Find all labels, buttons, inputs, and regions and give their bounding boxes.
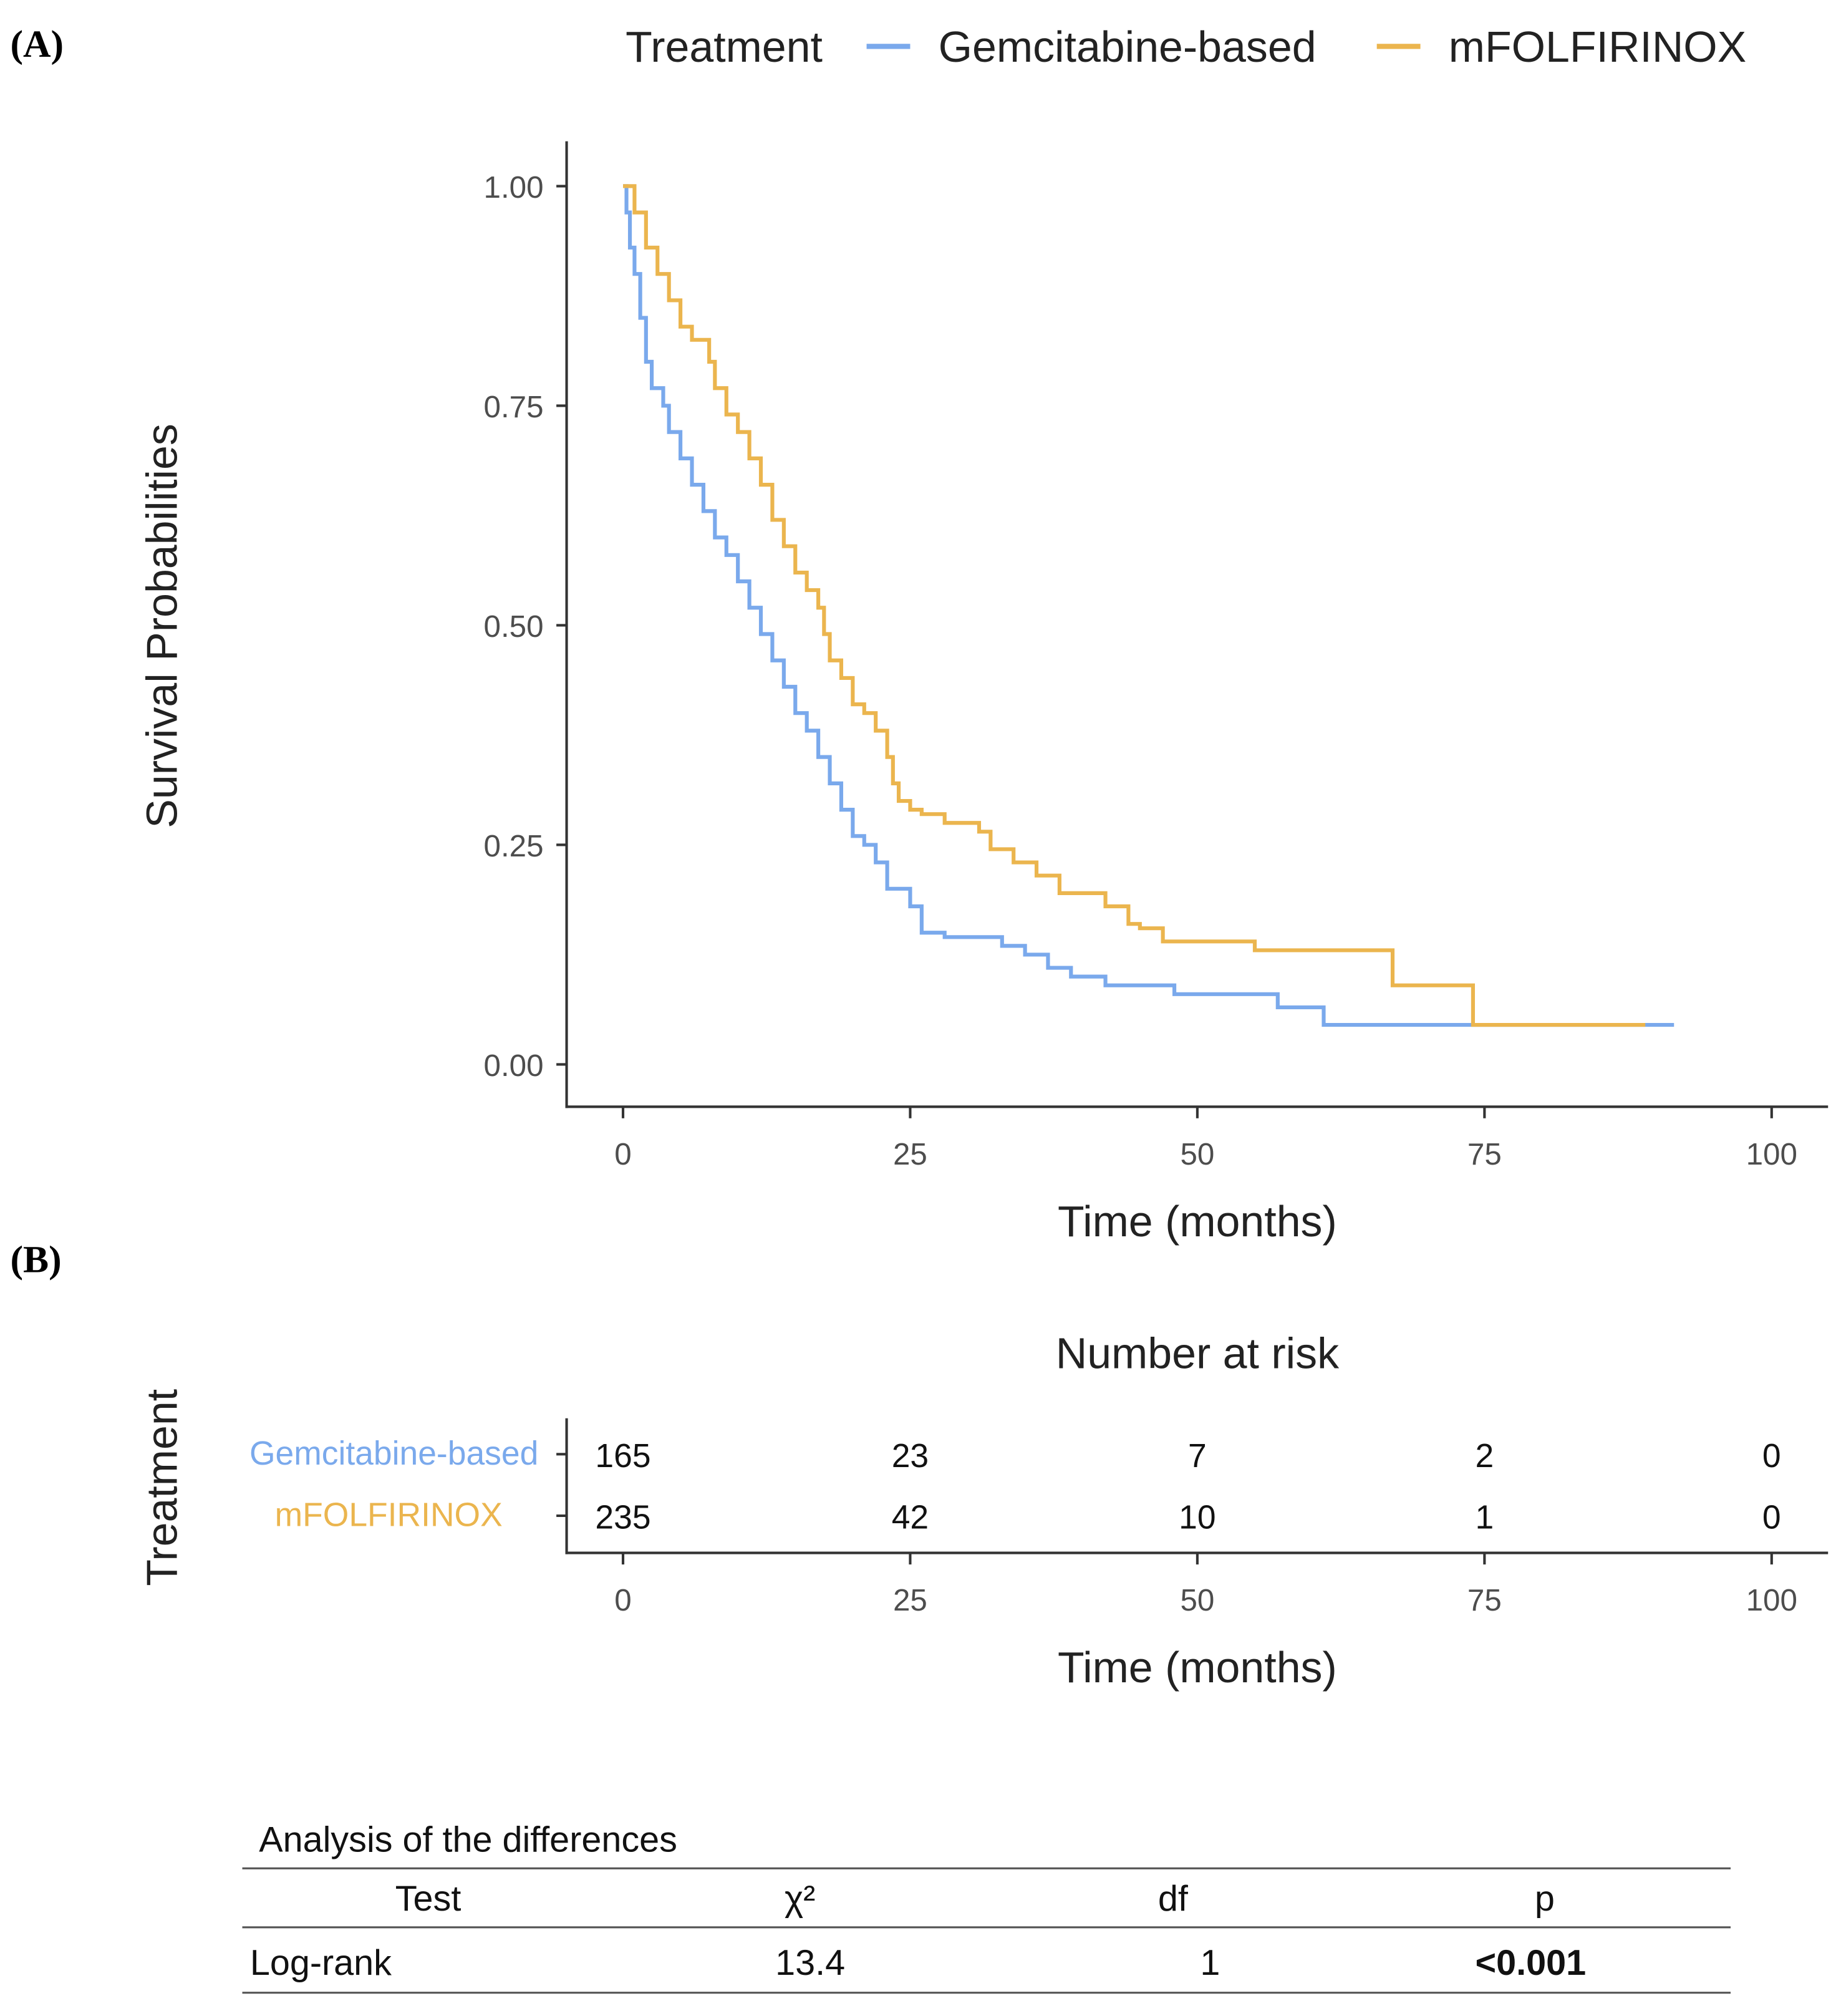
legend: Treatment Gemcitabine-based mFOLFIRINOX xyxy=(626,22,1746,71)
legend-title: Treatment xyxy=(626,22,823,71)
risk-value: 235 xyxy=(595,1500,650,1536)
x-tick-label: 75 xyxy=(1467,1137,1502,1171)
x-axis-label: Time (months) xyxy=(1058,1197,1337,1246)
legend-label-mfolfirinox: mFOLFIRINOX xyxy=(1449,22,1747,71)
risk-value: 0 xyxy=(1762,1438,1781,1475)
risk-value: 165 xyxy=(595,1438,650,1475)
risk-value: 0 xyxy=(1762,1500,1781,1536)
risk-table-y-label: Treatment xyxy=(138,1389,186,1586)
header-p: p xyxy=(1535,1879,1555,1919)
cell-chi2: 13.4 xyxy=(775,1943,845,1983)
risk-value: 7 xyxy=(1188,1438,1207,1475)
header-df: df xyxy=(1158,1879,1189,1919)
y-axis-label: Survival Probabilities xyxy=(138,424,186,828)
x-tick-label: 50 xyxy=(1180,1137,1214,1171)
risk-value: 23 xyxy=(892,1438,929,1475)
y-tick-label: 0.50 xyxy=(484,609,544,644)
risk-table: Number at risk Treatment Gemcitabine-bas… xyxy=(138,1329,1829,1692)
panel-label-a: (A) xyxy=(10,23,64,65)
risk-row-label-mfolfirinox: mFOLFIRINOX xyxy=(275,1496,503,1533)
analysis-table: Analysis of the differences Test χ² df p… xyxy=(242,1820,1731,1994)
cell-df: 1 xyxy=(1200,1943,1220,1983)
risk-x-tick-label: 0 xyxy=(614,1583,631,1617)
header-test: Test xyxy=(395,1879,462,1919)
header-chi2: χ² xyxy=(785,1879,815,1919)
risk-value: 2 xyxy=(1475,1438,1494,1475)
y-tick-label: 0.00 xyxy=(484,1049,544,1083)
x-tick-label: 100 xyxy=(1746,1137,1797,1171)
km-curve-gemcitabine xyxy=(622,184,1674,1027)
cell-test: Log-rank xyxy=(250,1943,392,1983)
legend-label-gemcitabine: Gemcitabine-based xyxy=(939,22,1317,71)
analysis-title: Analysis of the differences xyxy=(259,1820,677,1860)
y-tick-label: 1.00 xyxy=(484,170,544,205)
panel-label-b: (B) xyxy=(10,1238,61,1281)
risk-value: 1 xyxy=(1475,1500,1494,1536)
risk-value: 10 xyxy=(1179,1500,1215,1536)
risk-table-title: Number at risk xyxy=(1056,1329,1340,1378)
risk-x-axis-label: Time (months) xyxy=(1058,1643,1337,1692)
risk-x-tick-label: 75 xyxy=(1467,1583,1502,1617)
km-plot: 0.00 0.25 0.50 0.75 1.00 0 25 50 75 100 Survival… xyxy=(138,141,1829,1246)
risk-row-label-gemcitabine: Gemcitabine-based xyxy=(249,1435,538,1472)
y-tick-label: 0.75 xyxy=(484,390,544,424)
risk-x-tick-label: 50 xyxy=(1180,1583,1214,1617)
cell-p: <0.001 xyxy=(1476,1943,1587,1983)
y-tick-label: 0.25 xyxy=(484,829,544,863)
x-tick-label: 25 xyxy=(893,1137,927,1171)
km-curve-mfolfirinox xyxy=(622,184,1646,1027)
risk-value: 42 xyxy=(892,1500,929,1536)
risk-x-tick-label: 100 xyxy=(1746,1583,1797,1617)
risk-x-tick-label: 25 xyxy=(893,1583,927,1617)
x-tick-label: 0 xyxy=(614,1137,631,1171)
